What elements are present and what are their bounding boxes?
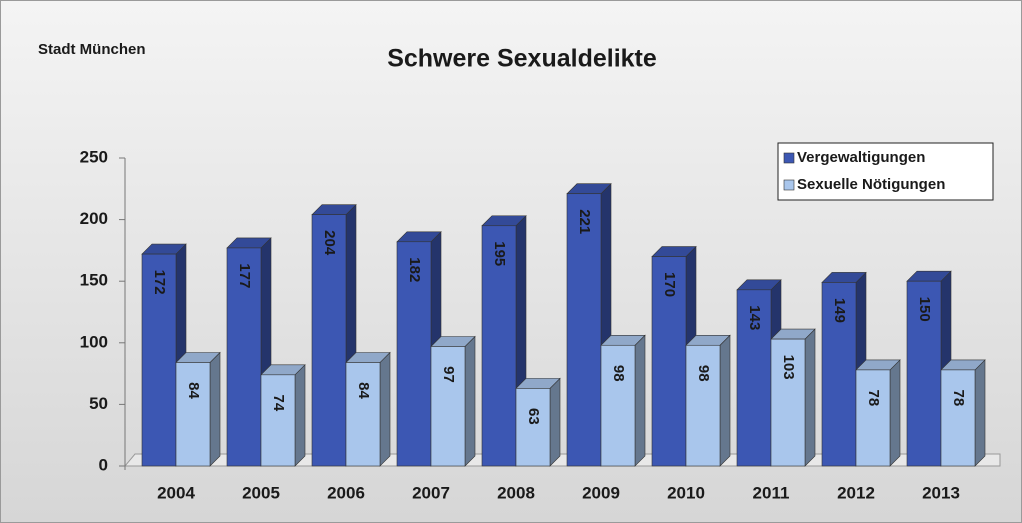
chart-subtitle: Stadt München (38, 41, 146, 58)
legend-swatch (783, 179, 795, 191)
data-label: 221 (576, 209, 593, 234)
y-tick-label: 100 (80, 332, 108, 351)
bar (770, 338, 806, 467)
x-tick-label: 2005 (242, 483, 280, 502)
bar (481, 225, 517, 467)
data-label: 143 (746, 305, 763, 330)
x-tick-label: 2013 (922, 483, 960, 502)
data-label: 98 (610, 365, 627, 382)
bar-side (804, 328, 816, 467)
y-tick-label: 250 (80, 147, 108, 166)
x-tick-label: 2010 (667, 483, 705, 502)
data-label: 78 (950, 390, 967, 407)
bar (940, 369, 976, 467)
bar-side (464, 335, 476, 467)
y-tick-label: 50 (89, 394, 108, 413)
data-label: 98 (695, 365, 712, 382)
bar (175, 362, 211, 467)
data-label: 150 (916, 297, 933, 322)
data-label: 195 (491, 241, 508, 266)
bar (821, 282, 857, 467)
bar (906, 280, 942, 467)
bar (226, 247, 262, 467)
bar-side (209, 351, 221, 467)
bar (515, 388, 551, 467)
data-label: 78 (865, 390, 882, 407)
bar (855, 369, 891, 467)
legend (777, 142, 994, 201)
bar-side (889, 359, 901, 467)
x-tick-label: 2012 (837, 483, 875, 502)
bar (651, 256, 687, 467)
y-tick-label: 0 (99, 455, 108, 474)
bar (566, 193, 602, 467)
bar-side (974, 359, 986, 467)
x-tick-label: 2006 (327, 483, 365, 502)
data-label: 63 (525, 408, 542, 425)
data-label: 74 (270, 394, 287, 411)
bar (685, 344, 721, 467)
x-tick-label: 2007 (412, 483, 450, 502)
bar (396, 241, 432, 467)
bar-side (549, 377, 561, 467)
data-label: 172 (151, 270, 168, 295)
bar (260, 374, 296, 467)
data-label: 84 (355, 382, 372, 399)
data-label: 182 (406, 257, 423, 282)
chart-title: Schwere Sexualdelikte (387, 45, 657, 73)
bar-side (719, 334, 731, 467)
bar-side (294, 364, 306, 467)
bar (345, 362, 381, 467)
bar (600, 344, 636, 467)
y-tick-label: 200 (80, 209, 108, 228)
data-label: 204 (321, 230, 338, 256)
legend-label: Sexuelle Nötigungen (797, 176, 945, 193)
data-label: 170 (661, 272, 678, 297)
bar-side (379, 351, 391, 467)
bar (430, 346, 466, 467)
x-tick-label: 2004 (157, 483, 195, 502)
bar (311, 214, 347, 467)
x-tick-label: 2008 (497, 483, 535, 502)
data-label: 97 (440, 366, 457, 383)
data-label: 149 (831, 298, 848, 323)
x-tick-label: 2009 (582, 483, 620, 502)
data-label: 177 (236, 263, 253, 288)
bar (141, 253, 177, 467)
data-label: 103 (780, 355, 797, 380)
data-label: 84 (185, 382, 202, 399)
bar (736, 289, 772, 467)
legend-swatch (783, 152, 795, 164)
y-tick-label: 150 (80, 271, 108, 290)
x-tick-label: 2011 (753, 483, 790, 502)
legend-label: Vergewaltigungen (797, 149, 925, 166)
bar-side (634, 334, 646, 467)
